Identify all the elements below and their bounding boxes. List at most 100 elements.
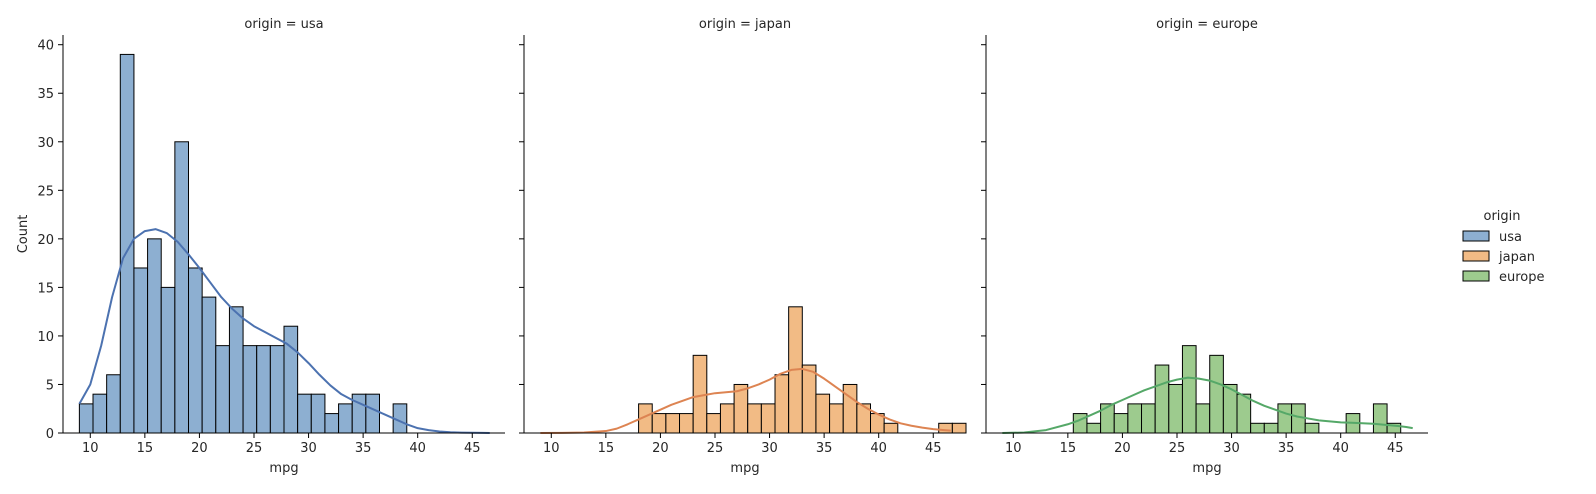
y-tick-label: 15 — [37, 281, 54, 296]
histogram-bar — [1263, 422, 1279, 434]
histogram-bar — [1209, 354, 1224, 434]
histogram-bar — [1100, 403, 1115, 434]
histogram-bar — [242, 345, 258, 434]
x-tick-label: 30 — [761, 441, 778, 456]
histogram-bar — [1195, 403, 1211, 434]
x-tick-label: 10 — [82, 441, 99, 456]
x-tick-label: 35 — [816, 441, 833, 456]
histogram-bar — [365, 393, 380, 434]
histogram-bar — [201, 296, 217, 434]
histogram-bar — [1250, 422, 1265, 434]
facet-panels: origin = usa 10 15 20 25 30 35 40 45 0 5 10 15 20 25 30… — [16, 17, 1428, 476]
histogram-bar — [1086, 422, 1102, 434]
kde-line — [78, 228, 490, 434]
x-tick-label: 15 — [137, 441, 154, 456]
histogram-bar — [883, 422, 899, 434]
histogram-bar — [719, 403, 735, 434]
y-tick-label: 35 — [37, 87, 54, 102]
histogram-bar — [324, 413, 340, 434]
legend: origin usa japan europe — [1462, 209, 1545, 285]
histogram-bar — [1372, 403, 1388, 434]
histogram-bar — [747, 403, 762, 434]
x-axis-label: mpg — [730, 461, 759, 476]
panel-europe: origin = europe 10 15 20 25 30 35 40 45 mpg — [981, 17, 1428, 476]
legend-label-europe: europe — [1499, 270, 1545, 285]
legend-swatch-europe — [1462, 270, 1490, 282]
x-tick-label: 20 — [652, 441, 669, 456]
x-tick-label: 45 — [1387, 441, 1404, 456]
x-tick-label: 15 — [1060, 441, 1077, 456]
histogram-bar — [760, 403, 776, 434]
histogram-bar — [215, 345, 230, 434]
histogram-bar — [188, 267, 203, 434]
x-tick-label: 10 — [1005, 441, 1022, 456]
histogram-bar — [228, 306, 244, 434]
panel-japan: origin = japan 10 15 20 25 30 35 40 45 mpg — [519, 17, 967, 476]
x-tick-label: 45 — [464, 441, 481, 456]
panel-title: origin = japan — [699, 17, 791, 32]
histogram-bar — [338, 403, 353, 434]
histogram-bar — [133, 267, 149, 434]
x-tick-label: 40 — [409, 441, 426, 456]
histogram-bar — [1072, 413, 1088, 434]
x-tick-label: 40 — [870, 441, 887, 456]
panel-title: origin = europe — [1156, 17, 1258, 32]
histogram-bar — [1304, 422, 1320, 434]
legend-label-usa: usa — [1499, 230, 1522, 245]
y-tick-label: 0 — [46, 427, 54, 442]
x-tick-label: 25 — [1169, 441, 1186, 456]
histogram-bar — [938, 422, 953, 434]
histogram-bar — [1236, 393, 1252, 434]
x-tick-label: 35 — [1278, 441, 1295, 456]
histogram-bar — [829, 403, 844, 434]
histogram-bar — [951, 422, 967, 434]
x-tick-label: 20 — [191, 441, 208, 456]
x-tick-label: 15 — [598, 441, 615, 456]
y-tick-label: 40 — [37, 39, 54, 54]
x-axis-label: mpg — [269, 461, 298, 476]
legend-swatch-japan — [1462, 250, 1490, 262]
histogram-bar — [1141, 403, 1156, 434]
histogram-bar — [1277, 403, 1293, 434]
x-tick-label: 20 — [1114, 441, 1131, 456]
x-tick-label: 25 — [246, 441, 263, 456]
histogram-bar — [1113, 413, 1129, 434]
histogram-bar — [92, 393, 108, 434]
histogram-bar — [801, 364, 817, 434]
histogram-bar — [269, 345, 285, 434]
legend-label-japan: japan — [1498, 250, 1535, 265]
y-tick-label: 20 — [37, 233, 54, 248]
histogram-bar — [1181, 345, 1197, 434]
y-axis-label: Count — [16, 215, 31, 254]
histogram-bar — [310, 393, 326, 434]
y-tick-label: 5 — [46, 378, 54, 393]
x-tick-label: 30 — [1223, 441, 1240, 456]
histogram-bar — [1154, 364, 1170, 434]
histogram-bar — [1168, 383, 1183, 434]
histogram-bar — [679, 413, 694, 434]
histogram-bar — [665, 413, 681, 434]
y-tick-label: 10 — [37, 330, 54, 345]
histogram-bar — [106, 374, 121, 434]
histogram-bar — [815, 393, 831, 434]
histogram-bar — [147, 238, 162, 434]
histogram-bar — [256, 345, 271, 434]
histogram-bar — [842, 383, 858, 434]
x-tick-label: 30 — [300, 441, 317, 456]
histogram-bar — [1127, 403, 1143, 434]
x-tick-label: 35 — [355, 441, 372, 456]
kde-line — [1002, 376, 1413, 434]
panel-usa: origin = usa 10 15 20 25 30 35 40 45 0 5 10 15 20 25 30… — [16, 17, 505, 476]
x-tick-label: 40 — [1332, 441, 1349, 456]
histogram-bar — [78, 403, 94, 434]
histogram-bar — [774, 374, 790, 434]
x-axis-label: mpg — [1192, 461, 1221, 476]
panel-title: origin = usa — [244, 17, 323, 32]
legend-swatch-usa — [1462, 230, 1490, 242]
histogram-bar — [297, 393, 312, 434]
x-tick-label: 25 — [707, 441, 724, 456]
y-tick-label: 25 — [37, 184, 54, 199]
y-tick-label: 30 — [37, 136, 54, 151]
histogram-bar — [706, 413, 721, 434]
